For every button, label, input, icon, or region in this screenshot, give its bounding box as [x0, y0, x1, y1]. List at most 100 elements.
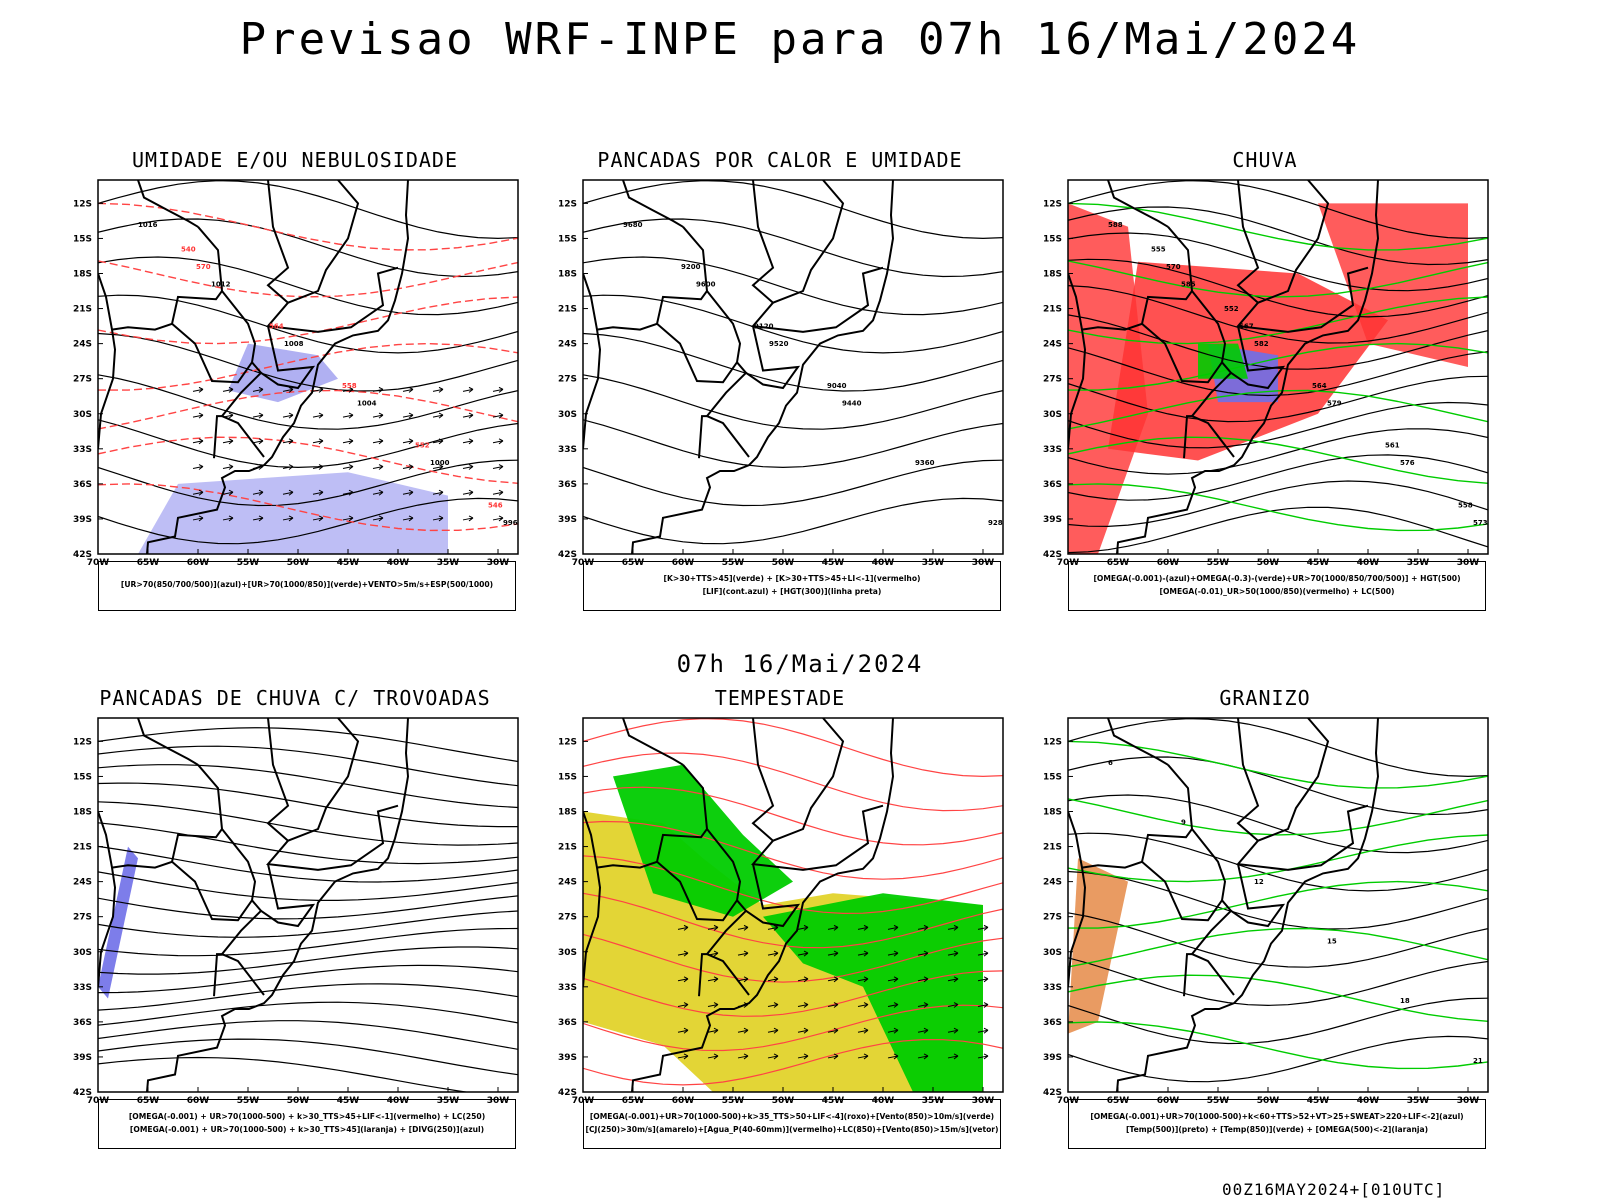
lat-tick-label: 39S [558, 1053, 577, 1063]
wind-vector [677, 976, 689, 983]
contour-line [1068, 957, 1488, 1007]
wind-vector [827, 924, 839, 931]
contour-line [98, 459, 518, 507]
contour-value-label: 558 [1458, 501, 1473, 509]
wind-vector [977, 1053, 989, 1060]
field-azul-area [98, 846, 138, 999]
lat-tick-label: 36S [558, 1018, 577, 1028]
contour-value-label: 1016 [138, 221, 158, 229]
lon-tick-label: 30W [972, 1096, 995, 1106]
lon-tick-label: 40W [872, 558, 895, 568]
contour-line [1068, 260, 1488, 298]
wind-vector [252, 489, 264, 496]
country-border [596, 226, 709, 331]
contour-line [583, 497, 1003, 545]
wind-vector [767, 924, 779, 931]
lat-tick-label: 33S [1043, 983, 1062, 993]
panel-title: UMIDADE E/OU NEBULOSIDADE [131, 148, 459, 172]
country-border [1081, 226, 1194, 331]
lon-tick-label: 60W [1157, 558, 1180, 568]
country-border [260, 863, 316, 928]
contour-line [1068, 389, 1488, 430]
contour-line [1068, 880, 1488, 929]
lat-tick-label: 36S [1043, 480, 1062, 490]
country-border [705, 899, 750, 996]
contour-line [98, 964, 518, 994]
panel-title: GRANIZO [1219, 686, 1311, 710]
wind-vector [282, 464, 294, 470]
lon-tick-label: 60W [672, 558, 695, 568]
lon-tick-label: 40W [1357, 1096, 1380, 1106]
lat-tick-label: 39S [73, 1053, 92, 1063]
lon-tick-label: 40W [872, 1096, 895, 1106]
wind-vector [797, 950, 809, 957]
contour-line [98, 180, 518, 240]
lat-tick-label: 15S [558, 234, 577, 244]
contour-value-label: 996 [503, 519, 518, 527]
legend-entry: [LIF](cont.azul) + [HGT(300)](linha pret… [702, 587, 882, 596]
wind-vector [222, 489, 234, 496]
lon-tick-label: 55W [722, 1096, 745, 1106]
map-plot: 588 585 582 579 576 573 570 567 564 561 558 555 552 1… [1043, 179, 1489, 568]
wind-vector [282, 489, 294, 496]
country-border [1190, 361, 1235, 458]
contour-line [583, 374, 1003, 430]
country-border [1183, 415, 1192, 459]
legend-box: [OMEGA(-0.001)+UR>70(1000-500)+k<60+TTS>… [1068, 1099, 1486, 1149]
lon-tick-label: 35W [922, 558, 945, 568]
contour-line [1068, 180, 1488, 240]
lon-tick-label: 30W [1457, 558, 1480, 568]
contour-line [583, 294, 1003, 354]
lon-tick-label: 50W [287, 1096, 310, 1106]
coastline [1116, 180, 1380, 554]
contour-line [98, 483, 518, 532]
country-border [266, 180, 360, 304]
map-frame [97, 717, 519, 1093]
forecast-date: 07h 16/Mai/2024 [676, 650, 924, 678]
contour-line [583, 1038, 1003, 1086]
wind-vector [767, 976, 779, 983]
forecast-panel: GRANIZO 6 9 12 15 18 21 12S 15S 18S 21S 24S 27S 30S 33… [1020, 686, 1510, 1196]
wind-vector [917, 1002, 929, 1008]
lat-tick-label: 33S [558, 445, 577, 455]
wind-vector [857, 1027, 869, 1034]
country-border [137, 180, 199, 228]
wind-vector [462, 515, 474, 522]
lat-tick-label: 15S [73, 772, 92, 782]
lon-tick-label: 55W [237, 1096, 260, 1106]
contour-line [98, 389, 518, 430]
lat-tick-label: 15S [558, 772, 577, 782]
field-azul-area [138, 472, 448, 554]
wind-vector [312, 464, 324, 470]
contour-value-label: 555 [1151, 245, 1166, 253]
wind-vector [977, 1002, 989, 1008]
map-frame [582, 179, 1004, 555]
map-frame [1067, 179, 1489, 555]
run-stamp: 00Z16MAY2024+[010UTC] [1222, 1180, 1446, 1199]
lon-tick-label: 45W [1307, 558, 1330, 568]
map-area [98, 718, 518, 1092]
contour-line [98, 764, 518, 809]
wind-vector [462, 438, 474, 445]
contour-value-label: 9440 [842, 400, 862, 408]
contour-line [98, 895, 518, 920]
country-border [266, 718, 360, 842]
wind-vector [767, 1002, 779, 1008]
lat-tick-label: 30S [73, 410, 92, 420]
lat-tick-label: 18S [1043, 270, 1062, 280]
wind-vector [737, 976, 749, 983]
contour-value-label: 9120 [754, 322, 774, 330]
lon-tick-label: 50W [1257, 558, 1280, 568]
contour-value-label: 573 [1473, 519, 1488, 527]
wind-vector [917, 924, 929, 931]
wind-vector [977, 950, 989, 957]
lat-tick-label: 42S [1043, 550, 1062, 560]
contour-value-label: 582 [1254, 340, 1269, 348]
wind-vector [947, 1002, 959, 1008]
wind-vector [372, 489, 384, 496]
contour-line [98, 801, 518, 846]
contour-line [583, 786, 1003, 846]
wind-vector [462, 386, 474, 393]
wind-vector [857, 1053, 869, 1060]
lon-tick-label: 65W [1107, 1096, 1130, 1106]
